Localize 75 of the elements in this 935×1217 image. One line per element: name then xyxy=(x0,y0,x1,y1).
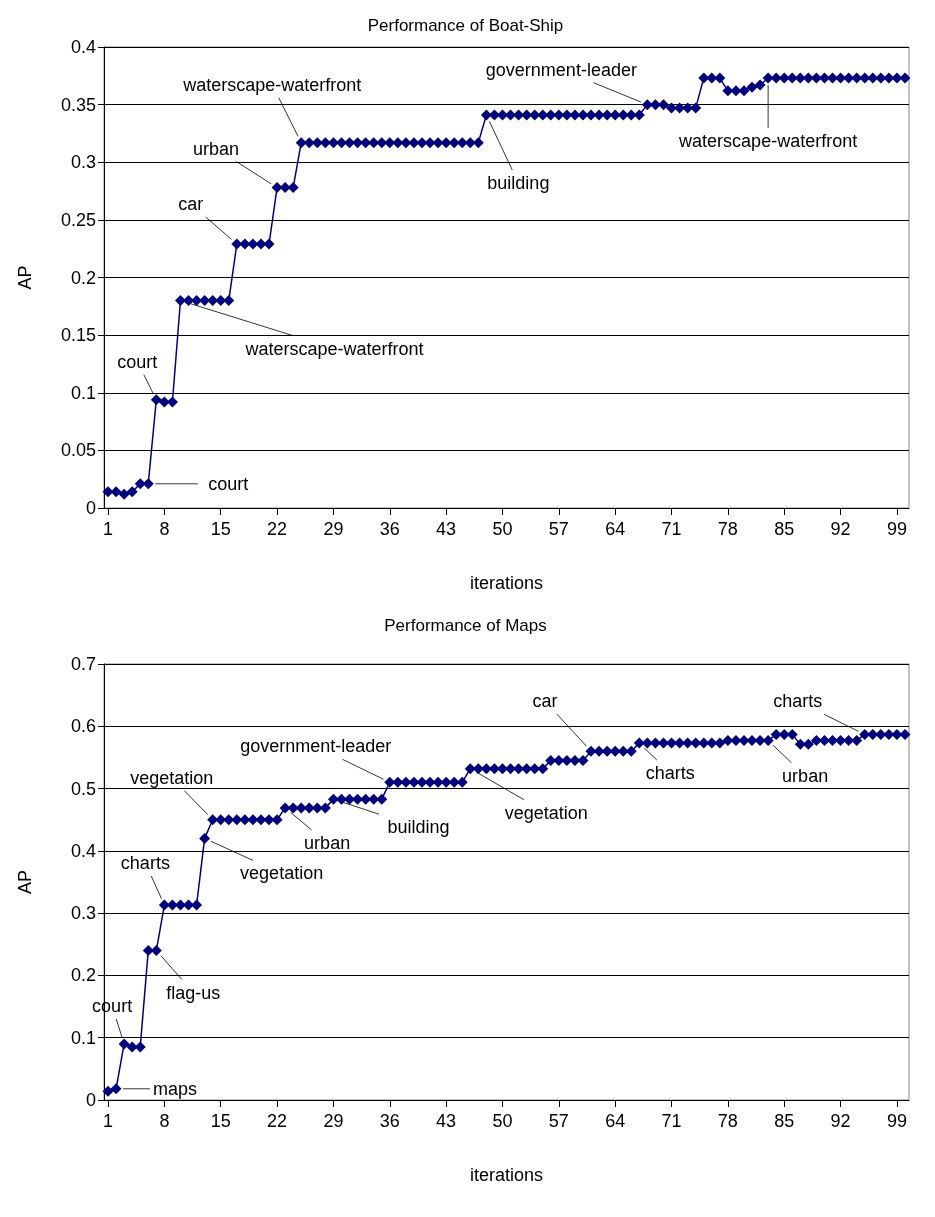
annotation: charts xyxy=(773,691,823,712)
x-tick-label: 8 xyxy=(159,519,170,539)
x-tick-label: 43 xyxy=(436,1111,457,1131)
x-tick-label: 71 xyxy=(661,1111,682,1131)
y-axis-title: AP xyxy=(15,265,35,290)
annotation: urban xyxy=(782,765,829,786)
x-tick-label: 8 xyxy=(159,1111,170,1131)
annotation: waterscape-waterfront xyxy=(244,338,424,359)
annotation: vegetation xyxy=(130,767,214,788)
y-tick-label: 0.2 xyxy=(70,267,96,288)
annotation: court xyxy=(117,351,158,372)
annotation: car xyxy=(532,691,558,712)
x-tick-label: 15 xyxy=(210,519,231,539)
x-tick-label: 99 xyxy=(886,1111,907,1131)
annotation: flag-us xyxy=(166,982,221,1003)
chart-title: Performance of Maps xyxy=(384,616,547,635)
y-tick-label: 0 xyxy=(85,1090,96,1110)
annotation: maps xyxy=(153,1078,198,1099)
annotation: urban xyxy=(304,832,351,853)
x-tick-label: 64 xyxy=(605,519,626,539)
x-tick-label: 15 xyxy=(210,1111,231,1131)
annotation: waterscape-waterfront xyxy=(182,74,362,95)
x-tick-label: 92 xyxy=(830,1111,851,1131)
annotation: charts xyxy=(120,853,170,874)
x-tick-label: 50 xyxy=(492,519,513,539)
y-axis-title: AP xyxy=(15,869,35,895)
x-tick-label: 71 xyxy=(661,519,682,539)
y-tick-label: 0.1 xyxy=(70,382,96,403)
x-tick-label: 99 xyxy=(886,519,907,539)
y-tick-label: 0.3 xyxy=(70,152,96,173)
x-tick-label: 50 xyxy=(492,1111,513,1131)
x-axis-title: iterations xyxy=(469,573,544,593)
y-tick-label: 0.4 xyxy=(70,37,96,57)
x-tick-label: 22 xyxy=(267,1111,288,1131)
y-tick-label: 0 xyxy=(85,498,96,518)
x-tick-label: 64 xyxy=(605,1111,626,1131)
annotation: vegetation xyxy=(240,863,324,884)
y-tick-label: 0.4 xyxy=(70,840,96,861)
x-tick-label: 92 xyxy=(830,519,851,539)
annotation: urban xyxy=(193,138,240,159)
y-tick-label: 0.35 xyxy=(60,94,96,115)
x-tick-label: 57 xyxy=(548,519,569,539)
x-tick-label: 36 xyxy=(379,1111,400,1131)
annotation: charts xyxy=(645,763,695,784)
annotation: vegetation xyxy=(504,802,588,823)
x-tick-label: 36 xyxy=(379,519,400,539)
x-axis-title: iterations xyxy=(469,1165,544,1185)
annotation: building xyxy=(487,173,550,193)
x-tick-label: 29 xyxy=(323,519,344,539)
x-tick-label: 78 xyxy=(717,1111,738,1131)
y-tick-label: 0.05 xyxy=(60,440,96,461)
y-tick-label: 0.1 xyxy=(70,1027,96,1048)
annotation: building xyxy=(387,817,450,838)
x-tick-label: 1 xyxy=(103,519,114,539)
x-tick-label: 43 xyxy=(436,519,457,539)
y-tick-label: 0.7 xyxy=(70,654,96,674)
annotation: car xyxy=(178,194,204,215)
x-tick-label: 85 xyxy=(774,519,795,539)
y-tick-label: 0.3 xyxy=(70,903,96,924)
x-tick-label: 85 xyxy=(774,1111,795,1131)
y-tick-label: 0.6 xyxy=(70,716,96,737)
annotation: government-leader xyxy=(240,736,392,757)
annotation: court xyxy=(208,473,249,494)
chart-title: Performance of Boat-Ship xyxy=(367,16,564,35)
x-tick-label: 22 xyxy=(267,519,288,539)
y-tick-label: 0.25 xyxy=(60,209,96,230)
x-tick-label: 1 xyxy=(103,1111,114,1131)
y-tick-label: 0.15 xyxy=(60,325,96,346)
y-tick-label: 0.2 xyxy=(70,965,96,986)
annotation: waterscape-waterfront xyxy=(678,131,858,152)
y-tick-label: 0.5 xyxy=(70,778,96,799)
x-tick-label: 29 xyxy=(323,1111,344,1131)
x-tick-label: 57 xyxy=(548,1111,569,1131)
annotation: government-leader xyxy=(485,59,637,80)
x-tick-label: 78 xyxy=(717,519,738,539)
